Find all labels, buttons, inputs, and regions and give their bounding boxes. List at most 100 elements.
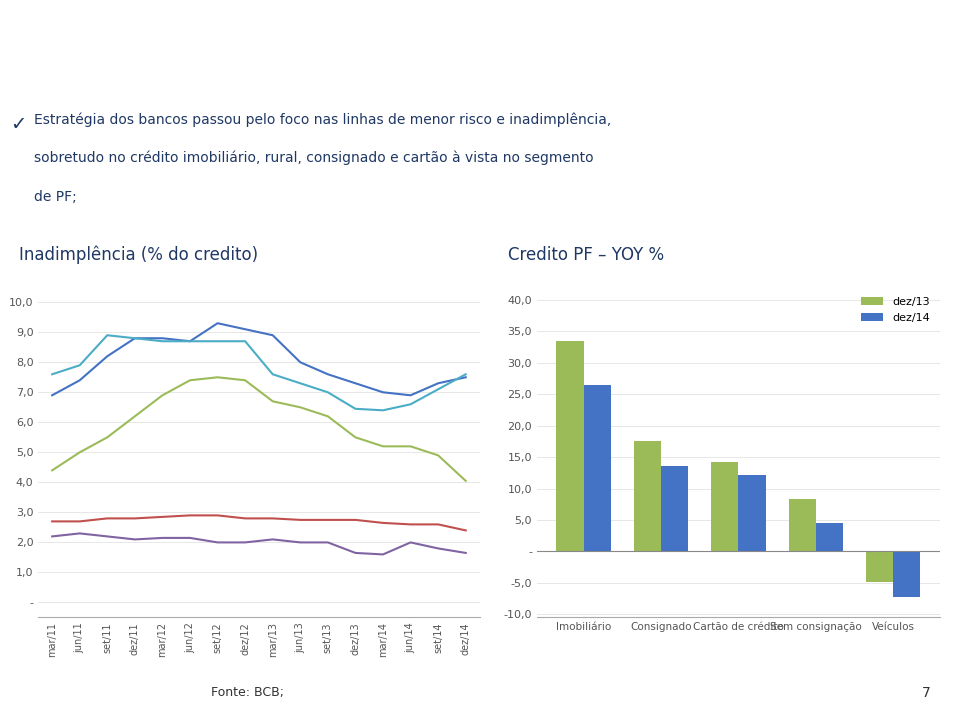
- Sem consignação: [46, 391, 58, 400]
- Text: sobretudo no crédito imobiliário, rural, consignado e cartão à vista no segmento: sobretudo no crédito imobiliário, rural,…: [34, 151, 594, 165]
- Sem consignação: [322, 370, 334, 378]
- Imobiliário: [322, 538, 334, 546]
- Bar: [661, 466, 689, 551]
- Bar: [634, 442, 661, 551]
- Cartão de crédito: [184, 337, 196, 345]
- Bar: [894, 551, 921, 597]
- Consignado: [240, 514, 251, 523]
- Consignado: [156, 513, 168, 521]
- Line: Veículos: Veículos: [52, 377, 466, 481]
- Consignado: [460, 526, 472, 535]
- Imobiliário: [212, 538, 223, 546]
- Consignado: [102, 514, 113, 523]
- Sem consignação: [294, 358, 306, 367]
- Veículos: [156, 391, 168, 400]
- Bar: [789, 499, 816, 551]
- Cartão de crédito: [350, 404, 362, 413]
- Consignado: [129, 514, 141, 523]
- Bar: [583, 385, 611, 551]
- Veículos: [267, 397, 278, 406]
- Text: Credito PF – YOY %: Credito PF – YOY %: [508, 246, 665, 264]
- Cartão de crédito: [377, 406, 388, 414]
- Consignado: [350, 516, 362, 524]
- Sem consignação: [350, 379, 362, 388]
- Imobiliário: [350, 549, 362, 557]
- Imobiliário: [377, 550, 388, 559]
- Veículos: [294, 403, 306, 411]
- Text: Estratégia dos bancos passou pelo foco nas linhas de menor risco e inadimplência: Estratégia dos bancos passou pelo foco n…: [34, 112, 611, 126]
- Veículos: [184, 376, 196, 385]
- Sem consignação: [405, 391, 416, 400]
- Text: ✓: ✓: [10, 115, 26, 134]
- Imobiliário: [74, 529, 85, 538]
- Bar: [556, 340, 583, 551]
- Sem consignação: [129, 334, 141, 342]
- Veículos: [433, 451, 444, 460]
- Consignado: [377, 518, 388, 527]
- Veículos: [46, 466, 58, 475]
- Cartão de crédito: [129, 334, 141, 342]
- Text: de PF;: de PF;: [34, 190, 77, 203]
- Imobiliário: [129, 535, 141, 544]
- Text: 7: 7: [922, 686, 930, 700]
- Cartão de crédito: [294, 379, 306, 388]
- Consignado: [212, 511, 223, 520]
- Consignado: [46, 517, 58, 526]
- Text: FEBRABAN: FEBRABAN: [49, 686, 124, 699]
- Cartão de crédito: [46, 370, 58, 378]
- Sem consignação: [377, 388, 388, 396]
- Sem consignação: [74, 376, 85, 385]
- Sem consignação: [102, 352, 113, 360]
- Sem consignação: [156, 334, 168, 342]
- Cartão de crédito: [460, 370, 472, 378]
- Veículos: [212, 373, 223, 381]
- Line: Imobiliário: Imobiliário: [52, 533, 466, 554]
- Sem consignação: [184, 337, 196, 345]
- Veículos: [240, 376, 251, 385]
- Consignado: [267, 514, 278, 523]
- Cartão de crédito: [102, 331, 113, 340]
- Text: Inadimplência (% do credito): Inadimplência (% do credito): [19, 246, 258, 264]
- Bar: [738, 475, 765, 551]
- Sem consignação: [212, 319, 223, 327]
- Bar: [816, 523, 843, 551]
- Veículos: [460, 477, 472, 485]
- Cartão de crédito: [405, 400, 416, 409]
- Veículos: [129, 412, 141, 421]
- Cartão de crédito: [74, 361, 85, 370]
- Imobiliário: [156, 533, 168, 542]
- Imobiliário: [102, 532, 113, 541]
- Cartão de crédito: [322, 388, 334, 396]
- Consignado: [433, 520, 444, 528]
- Line: Consignado: Consignado: [52, 516, 466, 531]
- Sem consignação: [460, 373, 472, 381]
- Imobiliário: [46, 532, 58, 541]
- Text: Fonte: BCB;: Fonte: BCB;: [211, 686, 284, 699]
- Bar: [866, 551, 894, 582]
- Sem consignação: [240, 325, 251, 334]
- Imobiliário: [267, 535, 278, 544]
- Consignado: [405, 520, 416, 528]
- Veículos: [350, 433, 362, 442]
- Imobiliário: [405, 538, 416, 546]
- Sem consignação: [433, 379, 444, 388]
- Imobiliário: [433, 544, 444, 553]
- Veículos: [405, 442, 416, 451]
- Cartão de crédito: [433, 385, 444, 393]
- Line: Cartão de crédito: Cartão de crédito: [52, 335, 466, 410]
- Bar: [712, 462, 738, 551]
- Cartão de crédito: [212, 337, 223, 345]
- Imobiliário: [294, 538, 306, 546]
- Veículos: [74, 448, 85, 457]
- Legend: dez/13, dez/14: dez/13, dez/14: [856, 293, 934, 327]
- Consignado: [294, 516, 306, 524]
- Cartão de crédito: [267, 370, 278, 378]
- Consignado: [322, 516, 334, 524]
- Text: Setor Bancário: Setor Bancário: [19, 29, 228, 53]
- Cartão de crédito: [240, 337, 251, 345]
- Imobiliário: [460, 549, 472, 557]
- Veículos: [102, 433, 113, 442]
- Sem consignação: [267, 331, 278, 340]
- Consignado: [74, 517, 85, 526]
- Cartão de crédito: [156, 337, 168, 345]
